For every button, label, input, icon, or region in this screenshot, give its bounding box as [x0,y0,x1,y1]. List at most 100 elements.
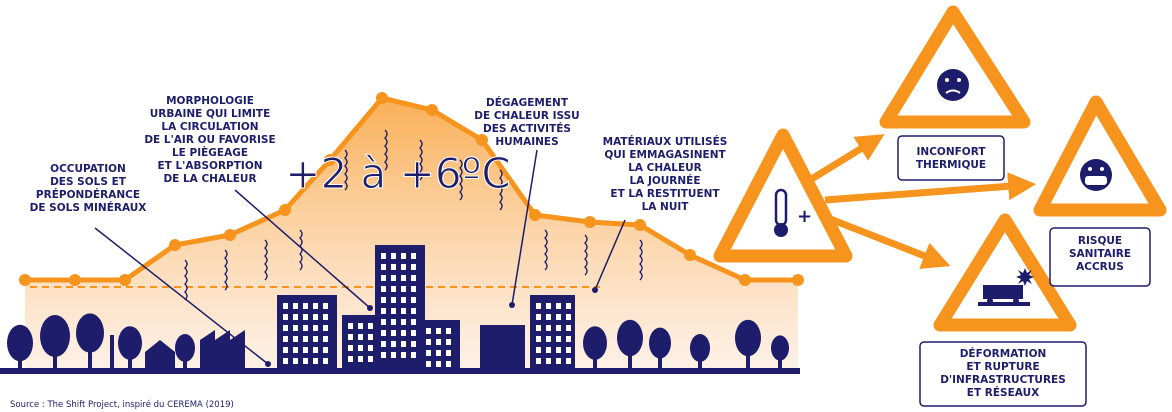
heat-area [25,98,798,370]
triangle-sanitaire [1033,95,1167,217]
window [546,336,551,342]
window [313,303,318,309]
window [556,325,561,331]
window [546,358,551,364]
heat-wave [184,259,188,301]
curve-dot [426,104,438,116]
window [446,350,451,356]
text-line: URBAINE QUI LIMITE [150,108,271,120]
heat-wave [584,234,588,276]
heat-wave [344,149,348,191]
tree-crown [7,324,33,362]
window [313,358,318,364]
text-line: ET L'ABSORPTION [157,160,262,172]
impact-infrastructures: DÉFORMATION ET RUPTURE D'INFRASTRUCTURES ET… [940,347,1066,399]
impact-box [919,341,1087,407]
pointer-dot [509,302,515,308]
window [411,264,416,270]
pointer-dot [592,287,598,293]
window [323,303,328,309]
curve-dot [739,274,751,286]
text-line: LA CHALEUR [628,162,702,174]
window [426,328,431,334]
window [293,325,298,331]
window [313,336,318,342]
window [381,308,386,314]
window [313,314,318,320]
text-line: RISQUE [1078,235,1122,247]
heat-wave [224,249,228,291]
window [323,336,328,342]
triangle-inconfort [879,5,1031,129]
window [283,303,288,309]
text-line: QUI EMMAGASINENT [604,149,726,161]
heat-wave [544,229,548,271]
curve-dot [634,219,646,231]
window [411,253,416,259]
window [536,347,541,353]
window [391,297,396,303]
window [381,297,386,303]
tree-crown [175,334,195,362]
curve-dot [224,229,236,241]
thermometer-sign: + [797,206,812,227]
text-line: THERMIQUE [916,159,986,171]
window [546,303,551,309]
window [313,325,318,331]
heat-wave [264,239,268,281]
window [381,319,386,325]
window [303,325,308,331]
curve-dot [792,274,804,286]
window [303,358,308,364]
tree-crown [617,319,643,357]
curve-dot [19,274,31,286]
city-scene [0,92,804,374]
window [348,334,353,340]
window [536,303,541,309]
curve-dot [584,216,596,228]
window [536,314,541,320]
window [391,275,396,281]
label-occupation: OCCUPATION DES SOLS ET PRÉPONDÉRANCE DE SOL… [30,163,147,214]
tree-crown [40,315,70,357]
window [426,339,431,345]
window [426,361,431,367]
window [546,347,551,353]
window [368,334,373,340]
text-line: HUMAINES [495,136,558,148]
window [303,347,308,353]
window [368,345,373,351]
heat-waves [184,129,643,301]
window [566,325,571,331]
window [436,361,441,367]
text-line: ET RÉSEAUX [967,386,1039,399]
label-materiaux: MATÉRIAUX UTILISÉS QUI EMMAGASINENT LA CHA… [603,135,728,213]
text-line: INCONFORT [917,146,987,158]
window [303,336,308,342]
mask-face-icon [1080,159,1112,191]
window [391,341,396,347]
window [348,356,353,362]
window [381,352,386,358]
window [348,323,353,329]
curve-dot [119,274,131,286]
temperature: +2 à +6ºC [285,149,510,198]
window [303,303,308,309]
text-line: LE PIÈGEAGE [172,146,248,159]
window [381,286,386,292]
window [391,286,396,292]
text-line: DE LA CHALEUR [163,173,256,185]
window [358,345,363,351]
curve-dots [19,92,804,286]
window [401,308,406,314]
window [391,253,396,259]
window [401,330,406,336]
window [436,328,441,334]
window [381,275,386,281]
window [446,361,451,367]
building-windows [283,253,571,367]
window [556,347,561,353]
impact-box [897,135,1005,181]
text-line: ET LA RESTITUENT [610,188,720,200]
